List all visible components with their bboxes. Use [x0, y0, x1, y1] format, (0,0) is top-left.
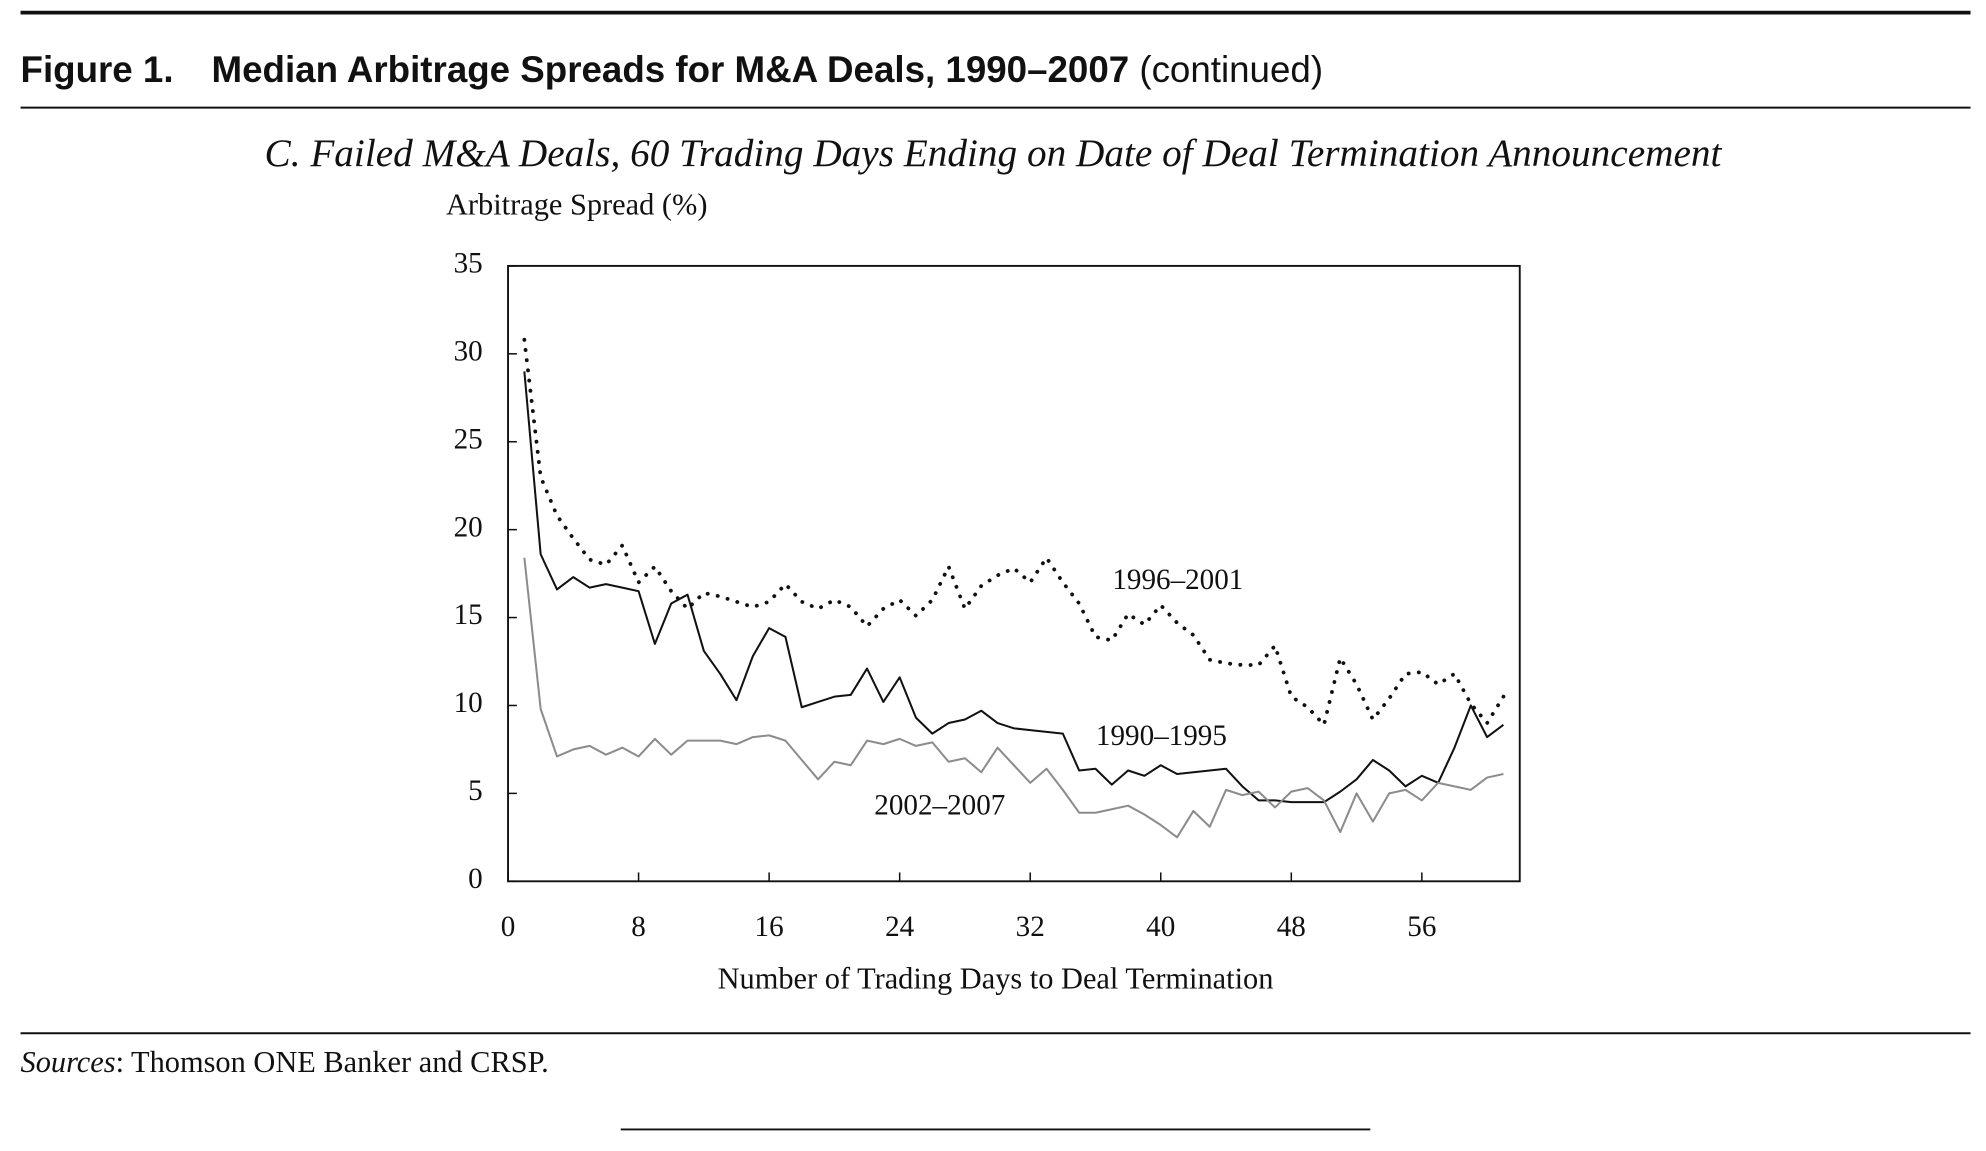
- figure-header: Figure 1. Median Arbitrage Spreads for M&…: [21, 49, 1324, 90]
- y-tick-label: 5: [468, 775, 483, 807]
- x-tick-label: 56: [1407, 911, 1436, 943]
- x-tick-label: 32: [1016, 911, 1045, 943]
- series-label: 2002–2007: [874, 790, 1005, 822]
- x-tick-label: 24: [885, 911, 915, 943]
- y-tick-label: 0: [468, 863, 483, 895]
- x-tick-label: 40: [1146, 911, 1175, 943]
- sources-label: Sources: [21, 1045, 116, 1079]
- y-tick-label: 20: [454, 511, 483, 543]
- sources: Sources: Thomson ONE Banker and CRSP.: [21, 1045, 549, 1079]
- x-tick-label: 48: [1277, 911, 1306, 943]
- x-tick-label: 8: [631, 911, 646, 943]
- y-tick-label: 15: [454, 599, 483, 631]
- figure-number: Figure 1.: [21, 49, 174, 90]
- y-tick-label: 25: [454, 423, 483, 455]
- y-tick-label: 30: [454, 336, 483, 368]
- x-tick-label: 16: [755, 911, 784, 943]
- series-label: 1990–1995: [1096, 720, 1227, 752]
- chart-title: C. Failed M&A Deals, 60 Trading Days End…: [265, 132, 1723, 175]
- sources-text: : Thomson ONE Banker and CRSP.: [116, 1045, 549, 1079]
- x-tick-label: 0: [501, 911, 516, 943]
- x-axis-label: Number of Trading Days to Deal Terminati…: [718, 961, 1274, 995]
- series-line: [523, 557, 1504, 839]
- series-line: [522, 337, 1506, 727]
- series-label: 1996–2001: [1112, 564, 1243, 596]
- plot-frame: [507, 264, 1521, 883]
- figure-suffix: (continued): [1139, 49, 1323, 90]
- figure-title: Median Arbitrage Spreads for M&A Deals, …: [212, 49, 1130, 90]
- y-tick-label: 35: [454, 248, 483, 280]
- y-tick-label: 10: [454, 687, 483, 719]
- y-axis-label: Arbitrage Spread (%): [446, 188, 707, 222]
- series-line: [523, 371, 1505, 804]
